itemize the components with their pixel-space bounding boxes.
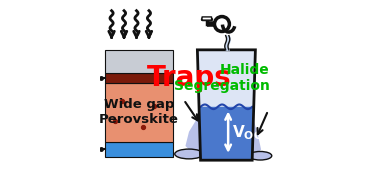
Polygon shape [197,50,256,160]
Text: Traps: Traps [147,64,231,92]
Ellipse shape [175,149,203,159]
Circle shape [214,17,229,32]
Polygon shape [252,121,261,154]
Polygon shape [197,50,256,160]
Polygon shape [105,50,173,73]
Polygon shape [105,142,173,157]
Text: Halide
Segregation: Halide Segregation [174,63,270,93]
Polygon shape [186,116,201,153]
Polygon shape [105,83,173,142]
Polygon shape [105,73,173,83]
Text: Wide gap
Perovskite: Wide gap Perovskite [99,98,179,126]
FancyBboxPatch shape [202,17,212,20]
Polygon shape [200,107,253,160]
Ellipse shape [249,151,272,160]
Text: $\mathregular{V_{OC}}$: $\mathregular{V_{OC}}$ [232,123,262,142]
